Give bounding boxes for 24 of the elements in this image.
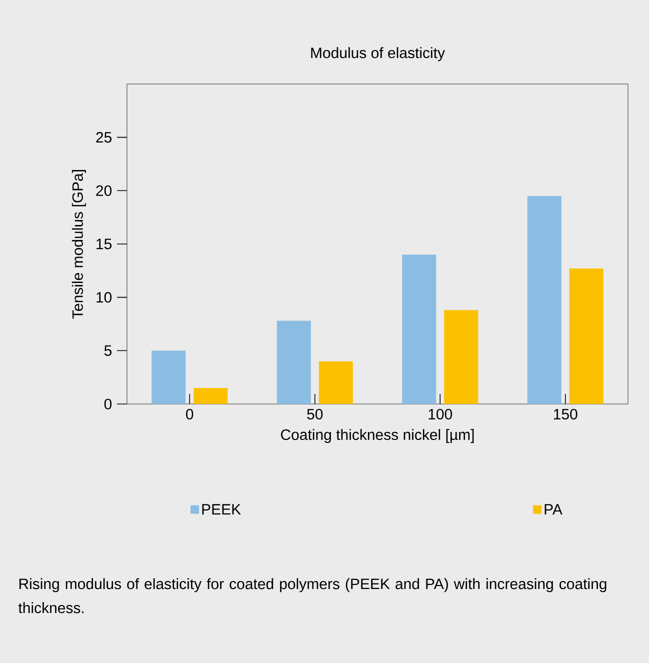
bar <box>318 361 353 404</box>
x-tick-label: 150 <box>554 408 578 420</box>
y-axis-title: Tensile modulus [GPa] <box>72 170 86 319</box>
legend-label: PA <box>544 504 562 514</box>
bar <box>194 388 228 404</box>
y-tick-label: 5 <box>104 345 112 356</box>
y-tick-label: 20 <box>96 185 112 196</box>
x-tick-label: 0 <box>186 408 194 420</box>
bar <box>402 254 436 404</box>
bar <box>444 310 478 404</box>
y-tick-label: 25 <box>96 132 112 143</box>
bar <box>569 268 604 404</box>
x-axis-title: Coating thickness nickel [µm] <box>280 429 474 443</box>
bar <box>152 350 186 404</box>
y-tick-label: 0 <box>104 398 112 410</box>
x-tick-label: 100 <box>428 408 452 420</box>
x-tick-label: 50 <box>307 408 323 420</box>
bar <box>276 320 311 404</box>
legend-label: PEEK <box>202 504 241 514</box>
y-tick-label: 15 <box>96 238 112 250</box>
y-tick-label: 10 <box>96 292 112 303</box>
chart-title: Modulus of elasticity <box>311 47 445 62</box>
bar <box>527 196 562 404</box>
text: Rising modulus of elasticity for coated polymers (PEEK and PA) with increasing coating thickness. <box>18 578 606 614</box>
